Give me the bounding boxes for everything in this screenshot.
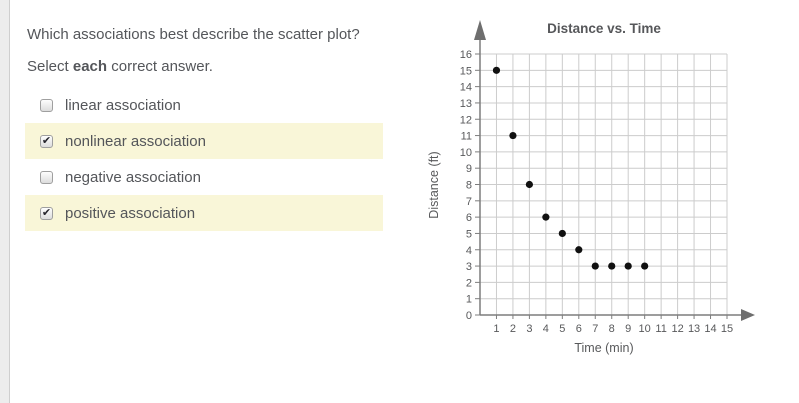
question-instruction: Select each correct answer. [27,58,410,75]
svg-text:2: 2 [466,277,472,289]
scatter-plot: 1 2 3 4 5 6 7 8 9 10 11 12 13 14 150123456789101112131… [427,20,755,355]
svg-text:4: 4 [543,323,549,335]
svg-text:8: 8 [466,180,472,192]
chart-panel: 1 2 3 4 5 6 7 8 9 10 11 12 13 14 15 0 1 2 3 4 5 6 7 8 9 10 11 12 13 1… [424,0,799,403]
svg-text:6: 6 [576,323,582,335]
svg-text:9: 9 [625,323,631,335]
svg-text:15: 15 [721,323,733,335]
instruction-bold-word: each [72,58,108,75]
checkbox-linear-association[interactable] [40,98,53,112]
svg-text:4: 4 [466,245,472,257]
svg-text:3: 3 [526,323,532,335]
option-row-linear-association[interactable]: linear association [25,87,383,123]
svg-text:7: 7 [466,196,472,208]
svg-text:15: 15 [460,65,472,77]
option-row-negative-association[interactable]: negative association [25,159,383,195]
svg-text:0: 0 [466,310,472,322]
svg-text:12: 12 [460,114,472,126]
answer-options: linear association ✔ nonlinear associati… [25,87,383,231]
option-label: linear association [65,96,181,114]
svg-text:9: 9 [466,163,472,175]
svg-text:5: 5 [466,228,472,240]
tick-labels: 1 2 3 4 5 6 7 8 9 10 11 12 13 14 150123456789101112131… [460,49,733,335]
page-left-gutter [0,0,10,403]
option-label: negative association [65,168,201,186]
svg-text:1: 1 [466,294,472,306]
svg-text:11: 11 [655,323,666,335]
svg-text:3: 3 [466,261,472,273]
svg-text:11: 11 [461,131,472,143]
svg-text:12: 12 [671,323,683,335]
option-row-nonlinear-association[interactable]: ✔ nonlinear association [25,123,383,159]
svg-text:5: 5 [559,323,565,335]
svg-text:10: 10 [639,323,651,335]
checkbox-negative-association[interactable] [40,170,53,184]
grid-lines [479,53,728,316]
axis-lines [474,20,755,321]
question-panel: Which associations best describe the sca… [25,0,410,231]
instruction-prefix: Select [27,58,73,75]
checkbox-positive-association[interactable]: ✔ [40,206,53,220]
svg-text:8: 8 [609,323,615,335]
svg-text:16: 16 [460,49,472,61]
instruction-suffix: correct answer. [107,58,213,75]
svg-text:13: 13 [688,323,700,335]
svg-text:10: 10 [460,147,472,159]
option-row-positive-association[interactable]: ✔ positive association [25,195,383,231]
y-axis-label: Distance (ft) [427,151,441,218]
svg-text:14: 14 [460,82,472,94]
checkbox-nonlinear-association[interactable]: ✔ [40,134,53,148]
option-label: nonlinear association [65,132,206,150]
svg-text:2: 2 [510,323,516,335]
option-label: positive association [65,204,196,222]
chart-title: Distance vs. Time [547,21,661,36]
question-text: Which associations best describe the sca… [27,26,360,43]
tick-marks [475,53,728,319]
svg-text:13: 13 [460,98,472,110]
svg-text:1: 1 [493,323,499,335]
x-axis-label: Time (min) [574,341,633,355]
svg-text:14: 14 [704,323,716,335]
data-points [492,66,649,270]
svg-text:6: 6 [466,212,472,224]
svg-text:7: 7 [592,323,598,335]
